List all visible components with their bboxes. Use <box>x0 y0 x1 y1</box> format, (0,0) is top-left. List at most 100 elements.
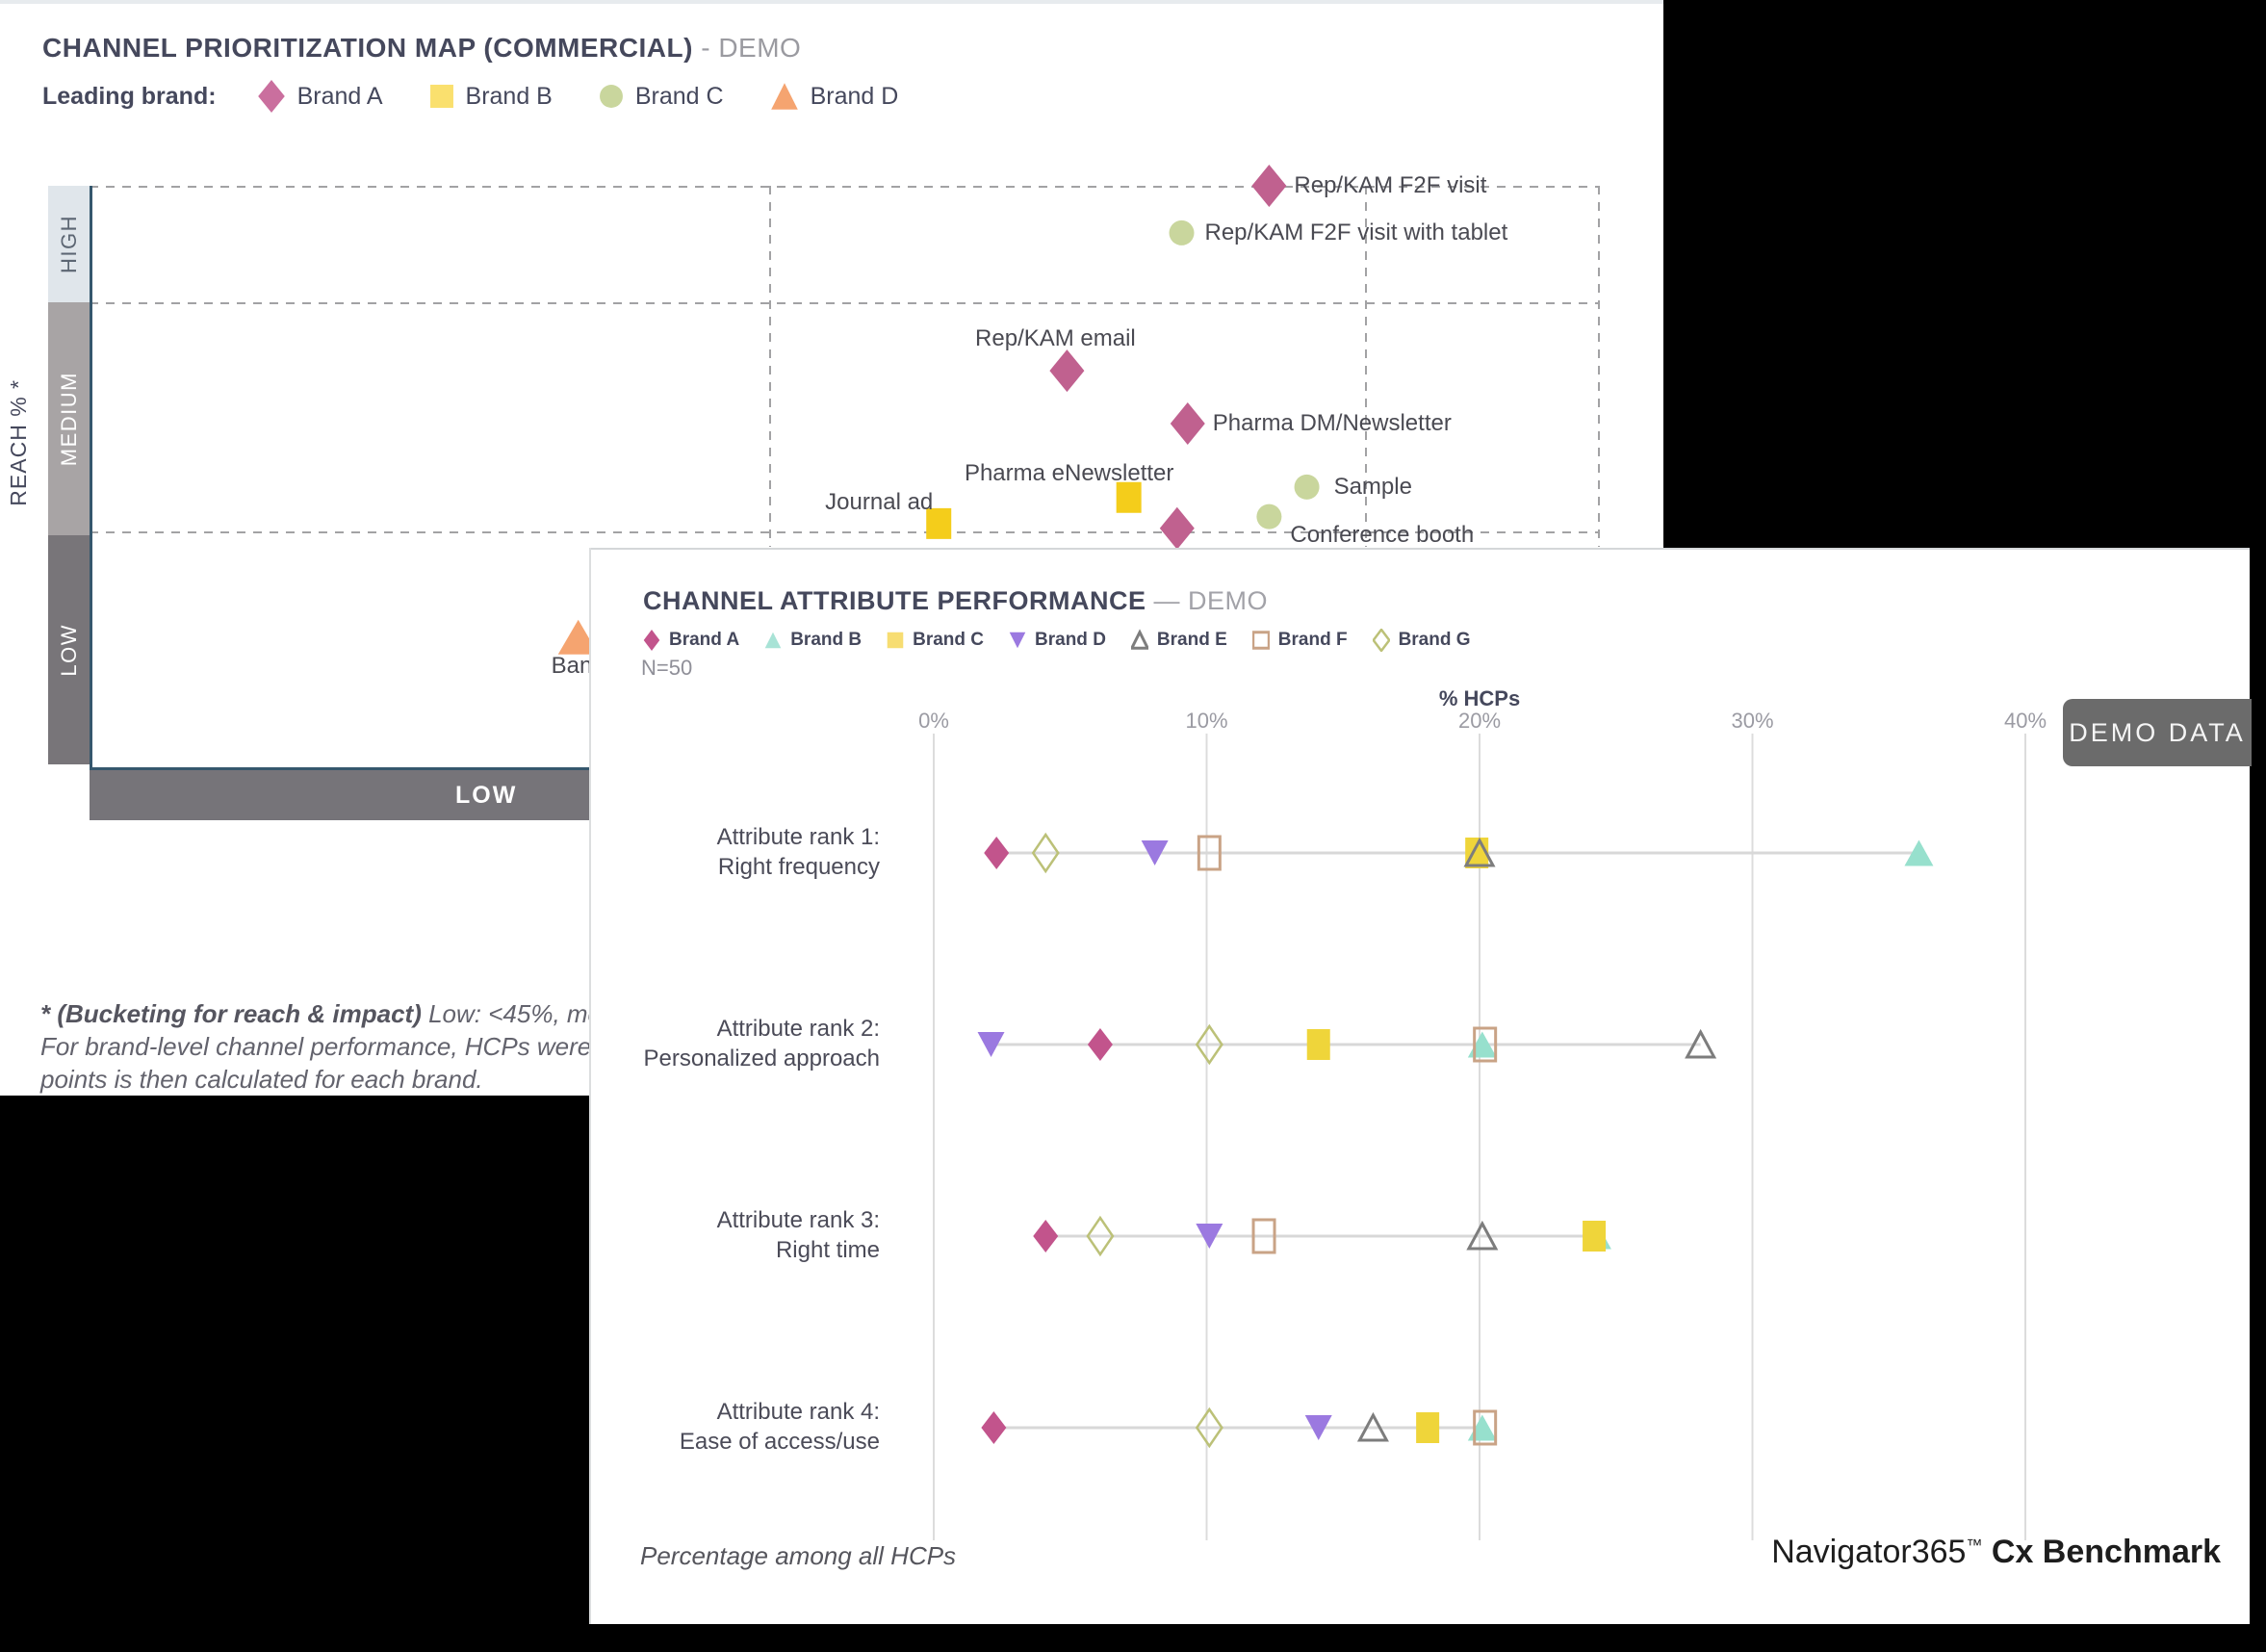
row-label-3: Attribute rank 3: Right time <box>608 1205 880 1265</box>
attribute-performance-panel: CHANNEL ATTRIBUTE PERFORMANCE — DEMO Bra… <box>589 548 2252 1624</box>
brand-a-legend-icon <box>257 80 285 113</box>
marker-brand-f-row-4 <box>1473 1409 1498 1446</box>
row-label-4-line-1: Attribute rank 4: <box>716 1399 880 1425</box>
marker-brand-g-row-2 <box>1195 1023 1223 1066</box>
marker-brand-d-row-3 <box>1196 1224 1223 1249</box>
dashed-line-vertical-2 <box>1365 186 1367 547</box>
reach-band-low: LOW <box>48 535 90 764</box>
brand-b-legend-glyph <box>429 85 453 108</box>
chart-title-sep: — <box>1146 586 1189 615</box>
legend-item-brand-f: Brand F <box>1251 629 1348 652</box>
marker-brand-a-row-2 <box>1087 1028 1113 1061</box>
row-label-1: Attribute rank 1: Right frequency <box>608 822 880 882</box>
marker-brand-b-row-1 <box>1904 839 1934 866</box>
footnote-line-2: For brand-level channel performance, HCP… <box>40 1032 693 1061</box>
point-point <box>1159 506 1195 550</box>
marker-brand-e-row-1 <box>1463 837 1496 867</box>
legend-label: Leading brand: <box>42 82 217 110</box>
point-label-journal-ad: Journal ad <box>825 488 934 515</box>
tick-label-0%: 0% <box>918 709 949 733</box>
legend-item-label: Brand A <box>669 630 740 650</box>
legend-item-label: Brand D <box>810 82 899 110</box>
point-bann <box>557 619 599 655</box>
brand-mark-product: Cx Benchmark <box>1982 1534 2221 1570</box>
point-conference-booth <box>1256 503 1282 529</box>
marker-brand-a-row-4 <box>981 1411 1007 1444</box>
brand-f-legend-icon <box>1251 631 1270 650</box>
panel-edge-top <box>589 548 2250 550</box>
legend-item-brand-g: Brand G <box>1372 629 1471 652</box>
legend-item-label: Brand D <box>1035 630 1106 650</box>
legend-item-label: Brand C <box>913 630 985 650</box>
point-label-pharma-dm-newsletter: Pharma DM/Newsletter <box>1212 410 1452 437</box>
panel-edge-left <box>589 548 591 1624</box>
page-title-sep: - <box>692 33 719 63</box>
legend-item-brand-a: Brand A <box>257 79 383 114</box>
chart-title-demo: DEMO <box>1188 586 1269 615</box>
legend-item-label: Brand E <box>1156 630 1227 650</box>
brand-d-legend-glyph <box>770 83 798 110</box>
panel-top-strip <box>0 0 1663 4</box>
brand-g-legend-glyph <box>1372 629 1390 652</box>
chart-footnote: Percentage among all HCPs <box>640 1541 957 1570</box>
marker-brand-d-row-4 <box>1304 1415 1332 1440</box>
point-pharma-enewsletter <box>1116 481 1142 513</box>
brand-d-legend-icon <box>770 83 798 110</box>
tick-label-30%: 30% <box>1731 709 1774 733</box>
page-title: CHANNEL PRIORITIZATION MAP (COMMERCIAL) … <box>42 33 801 64</box>
x-axis-title: % HCPs <box>1438 686 1521 710</box>
brand-d-legend-glyph <box>1009 632 1026 649</box>
legend-item-brand-d: Brand D <box>770 79 899 114</box>
brand-a-legend-glyph <box>257 80 285 113</box>
brand-e-legend-icon <box>1130 629 1148 650</box>
row-label-4-line-2: Ease of access/use <box>679 1429 880 1455</box>
tick-label-10%: 10% <box>1185 709 1228 733</box>
legend-item-label: Brand B <box>465 82 553 110</box>
tick-label-20%: 20% <box>1457 709 1502 733</box>
tick-label-40%: 40% <box>2003 709 2047 733</box>
row-label-3-line-1: Attribute rank 3: <box>716 1207 880 1233</box>
demo-data-button-label: DEMO DATA <box>2069 717 2246 747</box>
legend-item-brand-a: Brand A <box>643 629 739 652</box>
x-axis-label: LOW <box>455 782 518 809</box>
page-title-demo: DEMO <box>718 33 802 63</box>
demo-data-button[interactable]: DEMO DATA <box>2063 699 2252 766</box>
marker-brand-d-row-1 <box>1141 840 1169 865</box>
marker-brand-e-row-3 <box>1466 1220 1499 1251</box>
brand-g-legend-icon <box>1372 629 1390 652</box>
legend-item-brand-e: Brand E <box>1130 629 1227 652</box>
point-rep-kam-f2f-visit <box>1251 165 1287 207</box>
dashed-line-vertical-right <box>1598 186 1600 547</box>
row-label-2-line-2: Personalized approach <box>643 1045 881 1071</box>
marker-brand-f-row-2 <box>1473 1026 1498 1063</box>
dashed-line-top <box>90 186 1598 188</box>
brand-b-legend-icon <box>429 85 453 108</box>
marker-brand-e-row-4 <box>1356 1411 1389 1442</box>
point-sample <box>1294 474 1320 500</box>
legend-item-brand-b: Brand B <box>764 629 862 652</box>
brand-a-legend-glyph <box>643 630 660 651</box>
dot-plot-chart <box>933 734 2026 1540</box>
marker-brand-g-row-3 <box>1086 1215 1115 1257</box>
point-label-rep-kam-f2f-visit: Rep/KAM F2F visit <box>1294 172 1487 198</box>
point-label-pharma-enewsletter: Pharma eNewsletter <box>964 459 1174 486</box>
brand-b-legend-icon <box>764 632 782 649</box>
legend-item-label: Brand G <box>1398 630 1471 650</box>
x-axis-line <box>90 767 609 770</box>
legend-item-label: Brand C <box>634 82 724 110</box>
chart-title: CHANNEL ATTRIBUTE PERFORMANCE — DEMO <box>643 586 1268 616</box>
row-label-2-line-1: Attribute rank 2: <box>716 1016 880 1042</box>
brand-c-legend-icon <box>887 632 904 649</box>
point-label-rep-kam-f2f-visit-with-tablet: Rep/KAM F2F visit with tablet <box>1204 219 1508 245</box>
brand-a-legend-icon <box>643 630 660 651</box>
marker-brand-g-row-1 <box>1031 832 1060 874</box>
point-journal-ad <box>926 507 952 539</box>
marker-brand-g-row-4 <box>1195 1407 1223 1449</box>
marker-brand-a-row-1 <box>984 837 1010 869</box>
point-label-rep-kam-email: Rep/KAM email <box>975 325 1136 352</box>
brand-d-legend-icon <box>1009 632 1026 649</box>
marker-brand-f-row-3 <box>1251 1218 1276 1254</box>
dashed-line-medium-low <box>90 531 1598 533</box>
legend-item-label: Brand F <box>1277 630 1348 650</box>
dashed-line-vertical-1 <box>769 186 771 547</box>
